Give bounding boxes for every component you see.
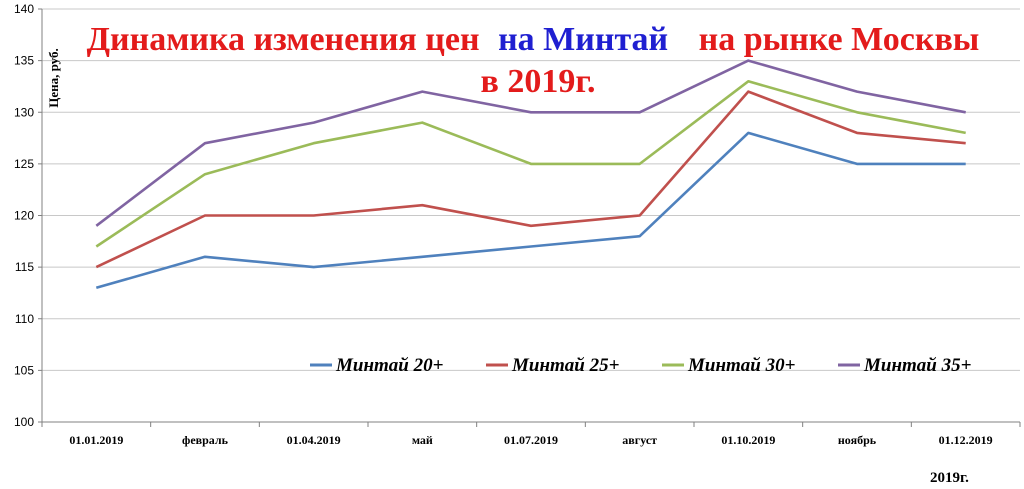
legend-label: Минтай 30+ — [687, 355, 795, 376]
series-lines — [95, 59, 966, 290]
x-tick-label: 01.12.2019 — [939, 433, 993, 447]
chart-title-part3: на рынке Москвы — [699, 21, 980, 58]
x-tick-label: 01.07.2019 — [504, 433, 558, 447]
legend-label: Минтай 20+ — [335, 355, 443, 376]
x-tick-label: 01.04.2019 — [287, 433, 341, 447]
x-tick-label: февраль — [182, 433, 229, 447]
x-tick-label: 01.10.2019 — [721, 433, 775, 447]
y-tick-labels: 100 105 110 115 120 125 130 135 140 — [14, 2, 34, 429]
y-tick-label: 135 — [14, 54, 34, 68]
chart-title-part1: Динамика изменения цен — [87, 21, 480, 58]
y-tick-label: 120 — [14, 209, 34, 223]
legend-label: Минтай 35+ — [863, 355, 971, 376]
y-tick-label: 125 — [14, 157, 34, 171]
chart-title-part2: на Минтай — [498, 21, 668, 58]
y-tick-label: 105 — [14, 363, 34, 377]
y-axis-label: Цена, руб. — [46, 48, 61, 108]
chart-title-line2: в 2019г. — [481, 63, 596, 100]
y-tick-label: 115 — [15, 260, 34, 274]
legend: Минтай 20+ Минтай 25+ Минтай 30+ Минтай 35+ — [310, 355, 971, 376]
y-tick-label: 110 — [15, 312, 34, 326]
x-tick-label: ноябрь — [838, 433, 877, 447]
series-line-2 — [95, 90, 966, 269]
series-line-3 — [95, 80, 966, 248]
series-line-1 — [95, 131, 966, 290]
y-tick-label: 100 — [14, 415, 34, 429]
y-tick-label: 140 — [14, 2, 34, 16]
axes — [41, 9, 1021, 427]
y-tick-label: 130 — [14, 105, 34, 119]
x-axis-label: 2019г. — [930, 470, 969, 486]
chart-title: Динамика изменения цен на Минтай на рынк… — [87, 21, 980, 58]
series-line-4 — [95, 59, 966, 227]
x-tick-label: 01.01.2019 — [69, 433, 123, 447]
x-tick-label: август — [622, 433, 657, 447]
x-tick-labels: 01.01.2019 февраль 01.04.2019 май 01.07.2019… — [69, 433, 992, 447]
legend-label: Минтай 25+ — [511, 355, 619, 376]
x-tick-label: май — [412, 433, 433, 447]
